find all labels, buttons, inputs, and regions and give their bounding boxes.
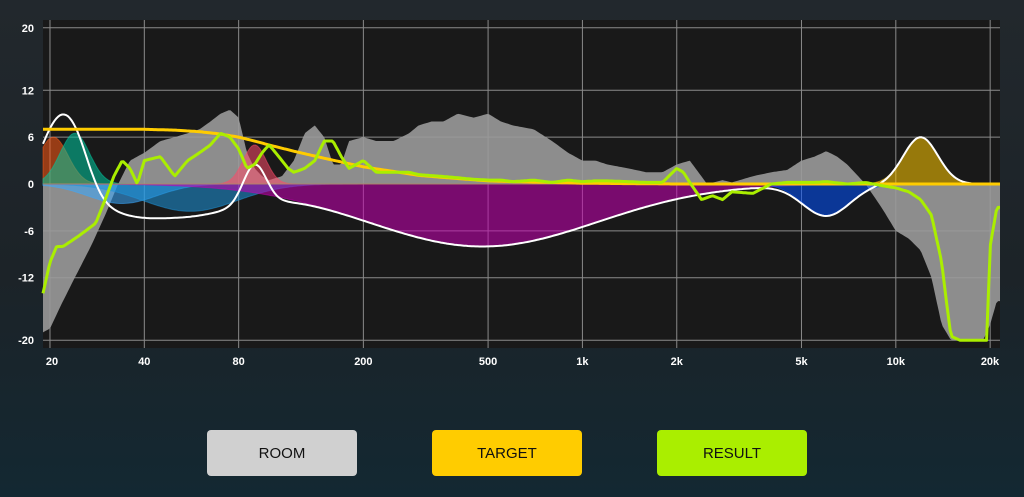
- y-tick-label: 20: [22, 23, 34, 35]
- y-tick-label: -12: [18, 273, 34, 285]
- x-tick-label: 1k: [576, 356, 589, 368]
- x-tick-label: 80: [233, 356, 245, 368]
- y-tick-label: -20: [18, 335, 34, 347]
- result-button[interactable]: RESULT: [657, 430, 807, 476]
- y-tick-label: 12: [22, 85, 34, 97]
- x-tick-label: 20: [46, 356, 58, 368]
- x-tick-label: 40: [138, 356, 150, 368]
- result-curve: [41, 132, 1000, 342]
- x-tick-label: 500: [479, 356, 497, 368]
- x-tick-label: 200: [354, 356, 372, 368]
- eq-sum-curve: [42, 113, 1000, 248]
- curve-layer: [41, 113, 1000, 342]
- y-tick-label: -6: [24, 226, 34, 238]
- target-button[interactable]: TARGET: [432, 430, 582, 476]
- x-tick-label: 10k: [887, 356, 906, 368]
- room-button[interactable]: ROOM: [207, 430, 357, 476]
- x-tick-label: 20k: [981, 356, 1000, 368]
- eq-chart: 20 40 80 200 500 1k 2k 5k 10k 20k 20 12 6 0 -6 -12 -20: [18, 20, 1000, 368]
- x-tick-label: 5k: [795, 356, 808, 368]
- x-tick-label: 2k: [671, 356, 684, 368]
- tick-labels: 20 40 80 200 500 1k 2k 5k 10k 20k 20 12 6 0 -6 -12 -20: [18, 23, 1000, 368]
- room-area: [43, 110, 1000, 341]
- y-tick-label: 6: [28, 132, 34, 144]
- room-layer: [43, 110, 1000, 341]
- y-tick-label: 0: [28, 179, 34, 191]
